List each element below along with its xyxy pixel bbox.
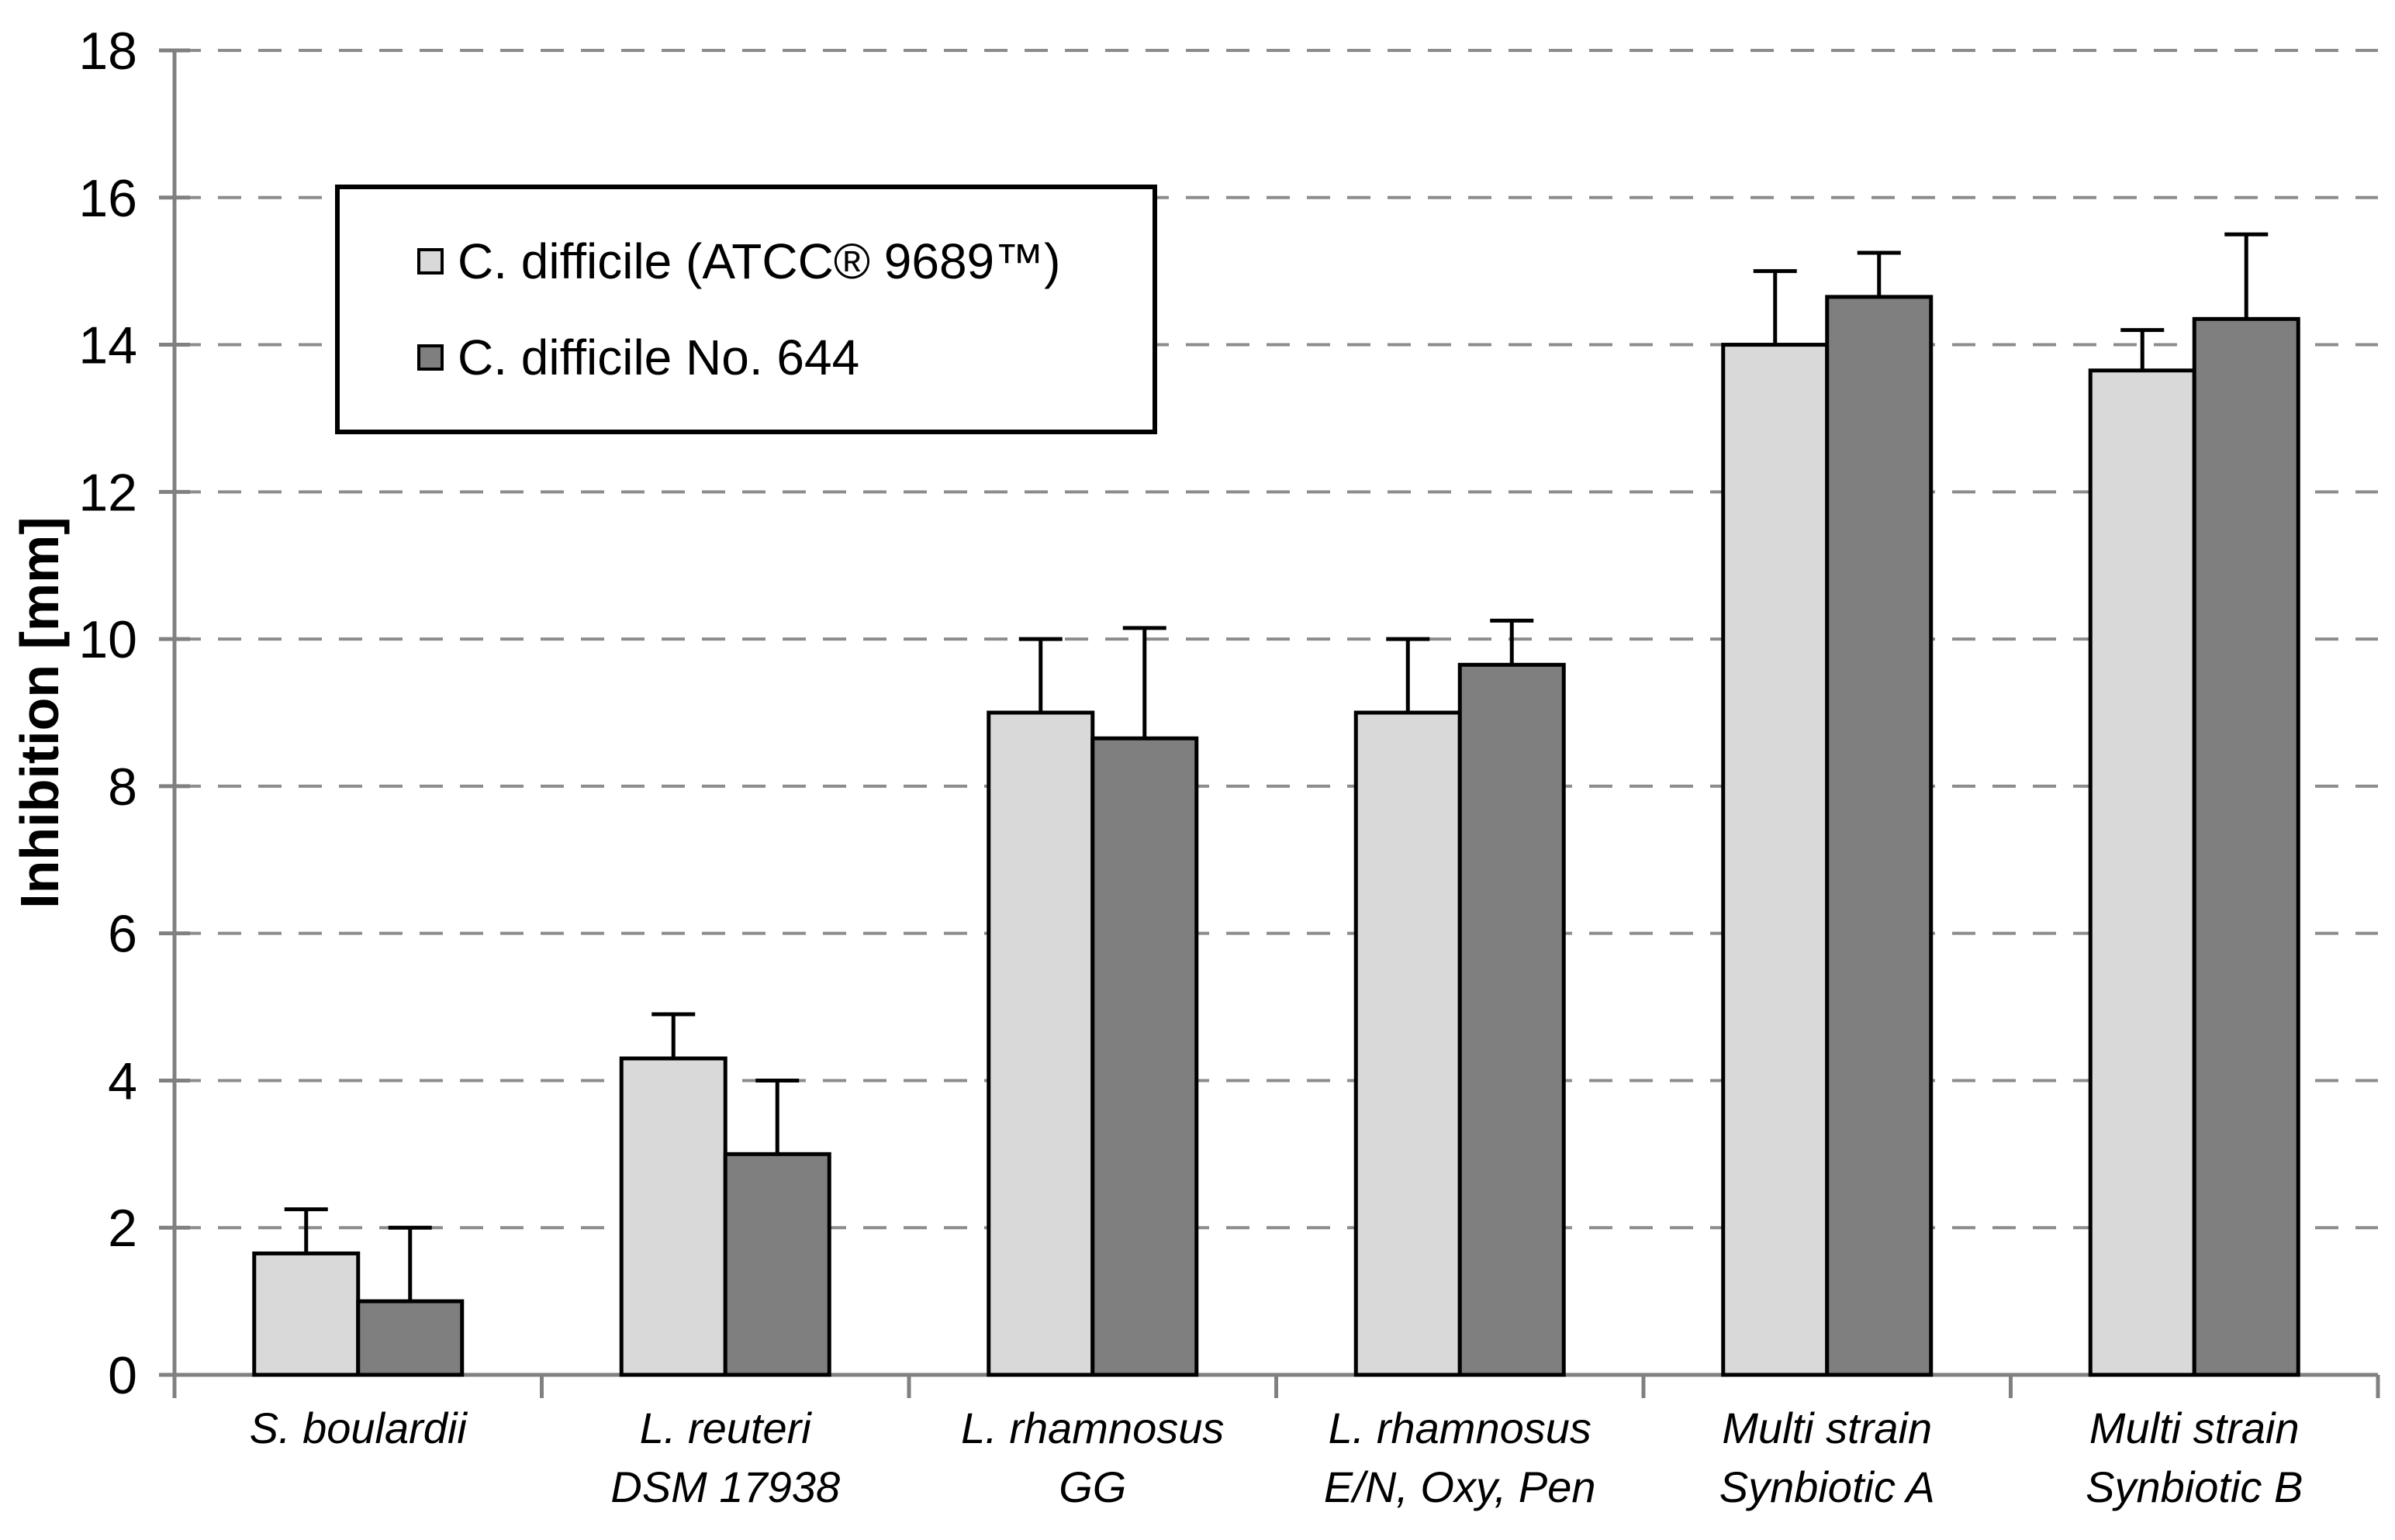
y-tick-label-0: 0	[108, 1346, 137, 1405]
x-category-label-line: S. boulardii	[250, 1404, 468, 1452]
axes	[159, 48, 2380, 1398]
x-category-label-line: DSM 17938	[610, 1462, 840, 1511]
x-category-label-line: E/N, Oxy, Pen	[1324, 1462, 1596, 1511]
y-tick-label-18: 18	[78, 22, 137, 81]
bars	[252, 295, 2300, 1377]
x-category-labels: S. boulardii L. reuteri DSM 17938 L. rhamno…	[250, 1404, 2303, 1511]
legend: C. difficile (ATCC® 9689™) C. difficile …	[335, 185, 1157, 434]
legend-item-series1: C. difficile (ATCC® 9689™)	[417, 237, 1153, 286]
y-axis-title: Inhibition [mm]	[9, 516, 70, 908]
legend-label-series1: C. difficile (ATCC® 9689™)	[458, 233, 1061, 289]
x-category-label-5: Multi strain Synbiotic A	[1719, 1404, 1935, 1511]
x-category-label-3: L. rhamnosus GG	[961, 1404, 1224, 1511]
x-category-label-line: Multi strain	[1722, 1404, 1932, 1452]
legend-swatch-series1-icon	[417, 247, 444, 275]
bar-series2-cat5	[1825, 295, 1934, 1377]
bar-series2-cat4	[1457, 662, 1566, 1377]
legend-label-series2: C. difficile No. 644	[458, 330, 860, 386]
y-tick-label-16: 16	[78, 169, 137, 228]
bar-series2-cat6	[2192, 316, 2300, 1377]
x-category-label-2: L. reuteri DSM 17938	[610, 1404, 840, 1511]
x-category-label-6: Multi strain Synbiotic B	[2086, 1404, 2303, 1511]
y-tick-label-6: 6	[108, 905, 137, 964]
y-tick-labels: 0 2 4 6 8 10 12 14 16 18	[78, 22, 137, 1405]
y-tick-label-10: 10	[78, 610, 137, 669]
x-category-label-line: L. rhamnosus	[1329, 1404, 1591, 1452]
x-category-label-1: S. boulardii	[250, 1404, 468, 1452]
bar-series1-cat6	[2088, 368, 2196, 1377]
x-category-label-line: GG	[1059, 1462, 1126, 1511]
bar-series1-cat5	[1721, 343, 1830, 1377]
bar-series2-cat3	[1090, 736, 1199, 1377]
x-category-label-line: L. reuteri	[640, 1404, 813, 1452]
bar-series1-cat4	[1353, 710, 1462, 1377]
x-category-label-line: Synbiotic B	[2086, 1462, 2303, 1511]
x-category-label-4: L. rhamnosus E/N, Oxy, Pen	[1324, 1404, 1596, 1511]
bar-series2-cat2	[723, 1152, 831, 1377]
bar-series1-cat2	[619, 1056, 727, 1377]
x-category-label-line: Synbiotic A	[1719, 1462, 1935, 1511]
legend-item-series2: C. difficile No. 644	[417, 333, 1153, 382]
y-tick-label-2: 2	[108, 1199, 137, 1258]
y-tick-label-14: 14	[78, 316, 137, 375]
error-bars	[284, 232, 2269, 1302]
legend-swatch-series2-icon	[417, 344, 444, 371]
y-tick-label-4: 4	[108, 1051, 137, 1110]
bar-series1-cat3	[987, 710, 1095, 1377]
x-category-label-line: L. rhamnosus	[961, 1404, 1224, 1452]
y-tick-label-8: 8	[108, 758, 137, 817]
y-tick-label-12: 12	[78, 463, 137, 522]
bar-series2-cat1	[356, 1299, 465, 1377]
bar-series1-cat1	[252, 1251, 361, 1377]
x-category-label-line: Multi strain	[2089, 1404, 2300, 1452]
